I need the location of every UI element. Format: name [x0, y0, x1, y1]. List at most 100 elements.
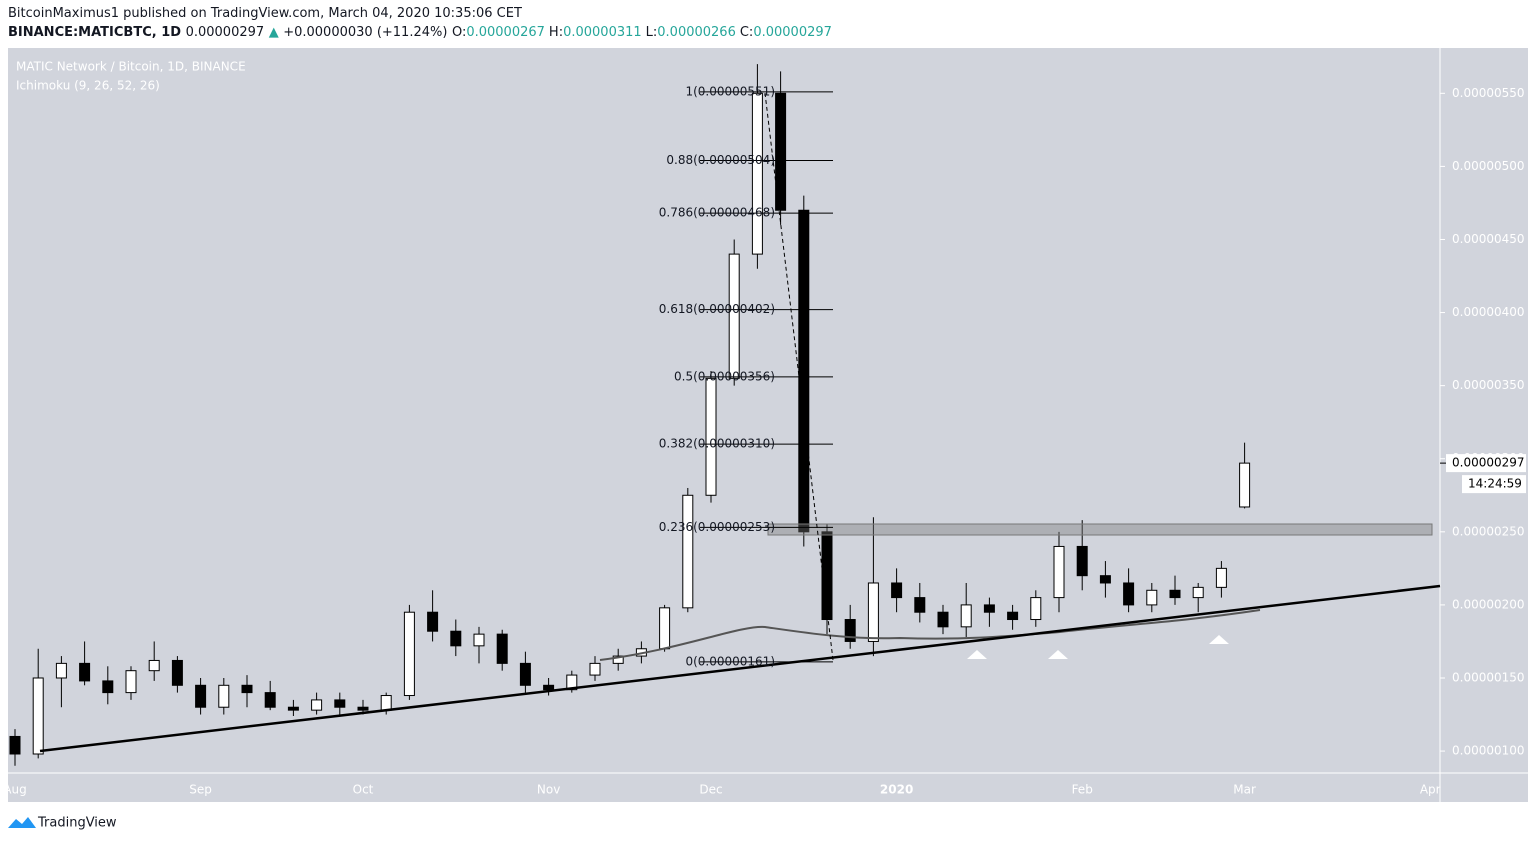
ohlc-key: L:	[645, 25, 658, 40]
candle-body	[55, 662, 67, 679]
y-tick-label: 0.00000500	[1452, 159, 1525, 173]
ohlc-val: 0.00000266	[657, 25, 736, 40]
fib-label: 0.5(0.00000356)	[674, 369, 775, 383]
candle-body	[612, 655, 624, 664]
candle-body	[311, 699, 323, 711]
fib-label: 1(0.00000551)	[685, 84, 775, 98]
price: 0.00000297	[185, 25, 265, 40]
candle-body	[334, 699, 346, 708]
candle-body	[543, 684, 555, 691]
candle-body	[891, 582, 903, 599]
y-tick-label: 0.00000150	[1452, 670, 1525, 684]
x-tick-label: 2020	[880, 783, 913, 797]
publish-line: BitcoinMaximus1 published on TradingView…	[8, 6, 522, 21]
candle-body	[403, 611, 415, 697]
candle-body	[566, 674, 578, 691]
y-tick-label: 0.00000450	[1452, 232, 1525, 246]
candle-body	[1239, 462, 1251, 508]
candle-body	[218, 684, 230, 708]
fib-label: 0.88(0.00000504)	[666, 153, 775, 167]
ohlc-key: O:	[451, 25, 467, 40]
ohlc: O:0.00000267 H:0.00000311 L:0.00000266 C:0.…	[452, 25, 836, 40]
countdown-bg	[1462, 475, 1526, 494]
price-tag-bg	[1446, 454, 1526, 473]
candle-body	[960, 604, 972, 628]
candle-body	[751, 92, 763, 255]
candle-body	[1169, 589, 1181, 599]
y-tick-label: 0.00000400	[1452, 305, 1525, 319]
x-tick-label: Nov	[537, 783, 560, 797]
y-tick-label: 0.00000100	[1452, 744, 1525, 758]
candle-body	[195, 684, 207, 708]
ichimoku-line	[599, 609, 1261, 661]
candle-body	[775, 92, 787, 211]
fib-label: 0.382(0.00000310)	[659, 437, 775, 451]
candle-body	[914, 597, 926, 613]
candle-body	[357, 706, 369, 711]
candle-body	[102, 680, 114, 694]
candle-body	[171, 659, 183, 686]
candle-body	[1215, 567, 1227, 588]
y-tick-label: 0.00000350	[1452, 378, 1525, 392]
symbol: BINANCE:MATICBTC, 1D	[8, 25, 182, 40]
resistance-zone	[767, 523, 1433, 536]
fib-label: 0.236(0.00000253)	[659, 520, 775, 534]
candle-body	[380, 695, 392, 711]
x-tick-label: Feb	[1072, 783, 1093, 797]
candle-body	[450, 630, 462, 647]
support-marker	[967, 650, 987, 659]
candle-body	[79, 662, 91, 682]
x-tick-label: Oct	[353, 783, 374, 797]
candle-body	[1076, 545, 1088, 577]
x-tick-label: Apr	[1420, 783, 1441, 797]
chart-title: MATIC Network / Bitcoin, 1D, BINANCE	[16, 60, 246, 74]
candle-body	[264, 692, 276, 708]
candle-body	[844, 619, 856, 642]
x-tick-label: Aug	[3, 783, 26, 797]
up-arrow: ▲	[268, 25, 279, 40]
candle-body	[682, 494, 694, 609]
candle-body	[519, 662, 531, 686]
countdown: 14:24:59	[1468, 477, 1522, 491]
ohlc-val: 0.00000311	[563, 25, 642, 40]
brand-logo	[8, 817, 36, 828]
indicator-label: Ichimoku (9, 26, 52, 26)	[16, 79, 160, 93]
fib-label: 0.618(0.00000402)	[659, 302, 775, 316]
ohlc-val: 0.00000267	[466, 25, 545, 40]
x-tick-label: Mar	[1233, 783, 1256, 797]
candle-body	[125, 670, 137, 694]
symbol-line: BINANCE:MATICBTC, 1D 0.00000297 ▲ +0.000…	[8, 25, 836, 40]
change: +0.00000030 (+11.24%)	[283, 25, 448, 40]
candle-body	[728, 253, 740, 379]
candle-body	[496, 633, 508, 664]
candle-body	[659, 607, 671, 650]
candle-body	[148, 659, 160, 672]
candle-body	[241, 684, 253, 694]
candle-body	[589, 662, 601, 676]
support-trendline	[39, 584, 1441, 753]
candle-body	[1030, 597, 1042, 621]
candle-body	[427, 611, 439, 632]
candle-body	[1192, 586, 1204, 599]
support-marker	[1209, 635, 1229, 644]
brand: TradingView	[37, 816, 117, 831]
candle-body	[1099, 575, 1111, 584]
candle-body	[1123, 582, 1135, 606]
candle-body	[32, 677, 44, 755]
candle-body	[1053, 545, 1065, 599]
ohlc-val: 0.00000297	[753, 25, 832, 40]
x-tick-label: Dec	[699, 783, 722, 797]
candle-body	[937, 611, 949, 628]
candle-body	[287, 706, 299, 711]
ohlc-key: C:	[739, 25, 754, 40]
fib-label: 0(0.00000161)	[685, 654, 775, 668]
pane	[8, 48, 1528, 802]
candle-body	[705, 377, 717, 496]
x-tick-label: Sep	[189, 783, 212, 797]
candle-body	[983, 604, 995, 613]
support-marker	[1048, 650, 1068, 659]
candle-body	[1007, 611, 1019, 621]
candle-body	[821, 531, 833, 621]
